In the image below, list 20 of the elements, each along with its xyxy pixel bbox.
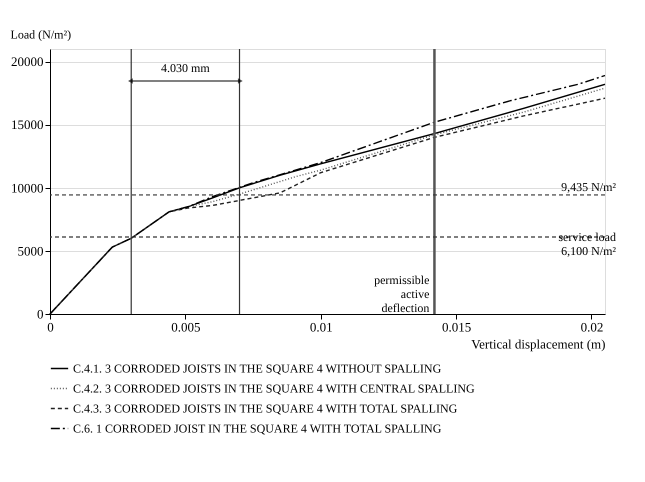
- legend-label: C.4.1. 3 CORRODED JOISTS IN THE SQUARE 4 WITHOUT SPALLING: [73, 362, 442, 376]
- annotation: 4.030 mm: [161, 61, 210, 75]
- y-tick-label: 15000: [11, 117, 44, 132]
- x-axis-title: Vertical displacement (m): [471, 336, 606, 352]
- y-axis-title: Load (N/m²): [10, 28, 72, 42]
- legend-label: C.4.2. 3 CORRODED JOISTS IN THE SQUARE 4 WITH CENTRAL SPALLING: [73, 382, 476, 396]
- y-tick-label: 20000: [11, 54, 44, 70]
- legend-label: C.6. 1 CORRODED JOIST IN THE SQUARE 4 WITH TOTAL SPALLING: [73, 422, 442, 436]
- x-tick-label: 0: [47, 320, 54, 334]
- x-tick-label: 0.015: [442, 320, 472, 334]
- y-tick-label: 5000: [18, 243, 44, 258]
- x-tick-label: 0.005: [171, 320, 200, 334]
- legend-label: C.4.3. 3 CORRODED JOISTS IN THE SQUARE 4 WITH TOTAL SPALLING: [73, 402, 458, 416]
- ref-line-label: service load 6,100 N/m²: [558, 230, 616, 258]
- ref-line-label: permissible active deflection: [374, 273, 430, 315]
- x-tick-label: 0.01: [310, 320, 333, 334]
- ref-line-label: 9,435 N/m²: [561, 180, 616, 194]
- y-tick-label: 0: [37, 306, 44, 322]
- y-tick-label: 10000: [11, 180, 44, 196]
- x-tick-label: 0.02: [580, 320, 604, 334]
